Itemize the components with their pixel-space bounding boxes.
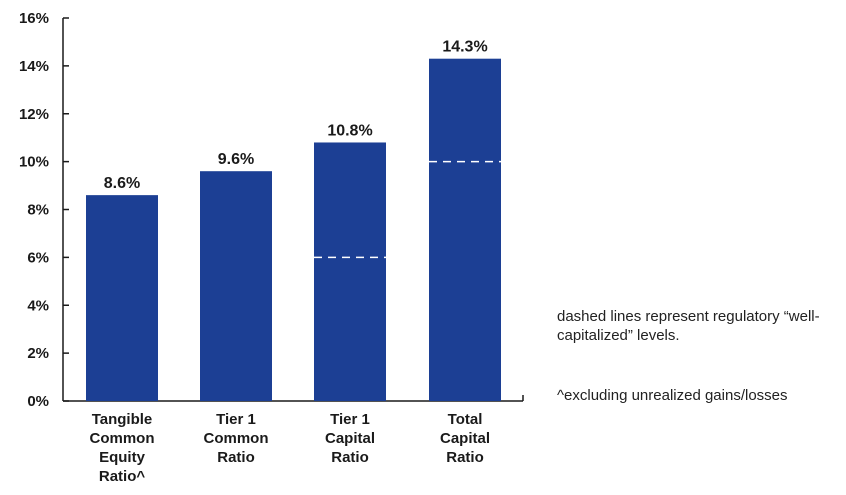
category-label-line: Total xyxy=(448,411,483,428)
chart-labels: 0% 2% 4% 6% 8% 10% 12% 14% 16% 8.6% Tangible Common… xyxy=(19,10,490,485)
y-tick-label: 12% xyxy=(19,106,49,123)
dashed-lines-note: dashed lines represent regulatory “well-… xyxy=(557,308,820,344)
bar xyxy=(200,171,272,401)
category-label: Tangible Common Equity Ratio^ xyxy=(90,411,155,485)
category-label-line: Common xyxy=(90,430,155,447)
bar-value-label: 14.3% xyxy=(442,39,487,56)
category-label: Tier 1 Capital Ratio xyxy=(325,411,375,466)
category-label-line: Equity xyxy=(99,449,145,466)
category-label: Total Capital Ratio xyxy=(440,411,490,466)
chart-bars xyxy=(86,58,501,401)
y-tick-label: 8% xyxy=(27,202,49,219)
y-tick-label: 16% xyxy=(19,10,49,27)
category-label-line: Ratio^ xyxy=(99,468,146,485)
bar-value-label: 9.6% xyxy=(218,151,254,168)
category-label-line: Ratio xyxy=(217,449,255,466)
category-label-line: Tier 1 xyxy=(330,411,370,428)
y-tick-label: 2% xyxy=(27,345,49,362)
category-label-line: Ratio xyxy=(331,449,369,466)
bar-value-label: 10.8% xyxy=(327,122,372,139)
y-tick-label: 4% xyxy=(27,297,49,314)
category-label: Tier 1 Common Ratio xyxy=(204,411,269,466)
bar xyxy=(314,142,386,401)
y-tick-label: 0% xyxy=(27,393,49,410)
bar-value-label: 8.6% xyxy=(104,175,140,192)
category-label-line: Tangible xyxy=(92,411,153,428)
bar xyxy=(429,58,501,401)
category-label-line: Tier 1 xyxy=(216,411,256,428)
y-tick-label: 10% xyxy=(19,154,49,171)
category-label-line: Common xyxy=(204,430,269,447)
category-label-line: Capital xyxy=(440,430,490,447)
y-tick-label: 14% xyxy=(19,58,49,75)
y-tick-label: 6% xyxy=(27,249,49,266)
excluding-note: ^excluding unrealized gains/losses xyxy=(557,387,788,404)
category-label-line: Ratio xyxy=(446,449,484,466)
bar xyxy=(86,195,158,401)
category-label-line: Capital xyxy=(325,430,375,447)
